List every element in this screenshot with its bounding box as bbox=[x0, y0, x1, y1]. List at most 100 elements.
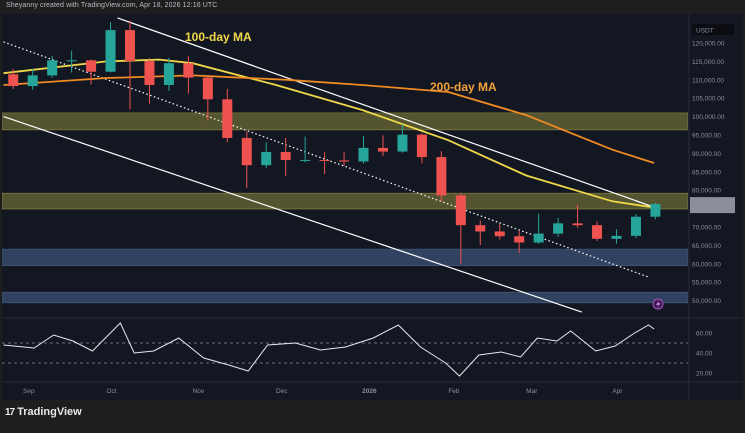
candle bbox=[8, 68, 19, 90]
candle-body bbox=[8, 74, 19, 87]
time-tick-label: Dec bbox=[276, 388, 288, 395]
candle bbox=[163, 57, 174, 91]
demand-zone bbox=[2, 248, 688, 266]
tradingview-logo-text: TradingView bbox=[17, 406, 82, 418]
price-tick-label: 110,000.00 bbox=[692, 77, 724, 84]
channel-trendline bbox=[117, 17, 655, 208]
candle bbox=[300, 136, 311, 163]
currency-box bbox=[692, 24, 734, 35]
candle bbox=[27, 68, 38, 90]
demand-zone bbox=[2, 291, 688, 304]
candle-body bbox=[475, 225, 486, 232]
price-tick-label: 80,000.00 bbox=[692, 188, 721, 195]
ma200-line bbox=[3, 74, 655, 164]
candle-body bbox=[514, 236, 525, 243]
candle-body bbox=[280, 151, 291, 161]
candle bbox=[436, 151, 447, 202]
candle-body bbox=[650, 204, 661, 217]
price-tick-label: 115,000.00 bbox=[692, 59, 724, 66]
candle bbox=[650, 202, 661, 220]
candle-body bbox=[572, 223, 583, 226]
candle-body bbox=[436, 157, 447, 196]
candle bbox=[630, 214, 641, 239]
candle-body bbox=[125, 30, 135, 62]
price-chart[interactable]: 100-day MA 200-day MA USDT 120,000.00 115,00… bbox=[2, 14, 743, 400]
candle bbox=[66, 50, 77, 73]
candle bbox=[319, 152, 330, 175]
price-tick-label: 85,000.00 bbox=[692, 169, 721, 176]
price-tick-label: 100,000.00 bbox=[692, 114, 725, 121]
candle bbox=[105, 22, 116, 73]
time-tick-label: Oct bbox=[106, 388, 116, 395]
price-tick-label: 120,000.00 bbox=[692, 41, 725, 48]
candle bbox=[202, 76, 213, 121]
time-tick-label: Mar bbox=[526, 388, 538, 395]
candle-body bbox=[592, 225, 603, 239]
tradingview-logo-mark: 17 bbox=[5, 406, 15, 418]
ma100-line bbox=[3, 58, 655, 209]
rsi-tick-label: 40.00 bbox=[696, 351, 713, 358]
candle-body bbox=[339, 160, 350, 162]
candle-body bbox=[86, 60, 97, 72]
last-price: 76,228.79 bbox=[692, 200, 721, 207]
chart-pane[interactable]: 100-day MA 200-day MA USDT 120,000.00 115,00… bbox=[2, 14, 743, 400]
tradingview-logo[interactable]: 17 TradingView bbox=[5, 406, 82, 418]
rsi-line bbox=[3, 322, 655, 377]
price-tick-label: 55,000.00 bbox=[692, 280, 721, 287]
candle bbox=[592, 221, 603, 242]
candle bbox=[86, 59, 97, 85]
candle bbox=[377, 135, 388, 156]
time-tick-label: Apr bbox=[612, 388, 623, 395]
candle bbox=[397, 124, 408, 153]
candle-body bbox=[533, 233, 544, 243]
price-tick-label: 90,000.00 bbox=[692, 151, 721, 158]
time-tick-label: Nov bbox=[193, 388, 205, 395]
candle bbox=[494, 223, 505, 240]
candle-body bbox=[630, 216, 641, 236]
candle-body bbox=[397, 134, 408, 152]
ma200-label: 200-day MA bbox=[430, 80, 497, 94]
candle bbox=[339, 151, 350, 166]
bar-countdown: 11:44:31 bbox=[692, 206, 717, 213]
candle-body bbox=[377, 147, 388, 152]
time-tick-label: Sep bbox=[23, 388, 35, 395]
candle bbox=[572, 204, 583, 228]
candle bbox=[241, 131, 252, 189]
candle-body bbox=[241, 137, 252, 166]
candle bbox=[416, 133, 427, 164]
candle-body bbox=[163, 63, 174, 85]
currency-label: USDT bbox=[696, 28, 714, 35]
ma100-label: 100-day MA bbox=[185, 30, 252, 44]
candle bbox=[553, 217, 564, 237]
last-price-tag bbox=[690, 197, 735, 214]
time-tick-label: 2026 bbox=[362, 388, 377, 395]
supply-zone bbox=[2, 112, 688, 131]
candle bbox=[144, 58, 155, 104]
price-tick-label: 95,000.00 bbox=[692, 133, 721, 140]
candle-body bbox=[553, 223, 564, 234]
chart-credit: Sheyanny created with TradingView.com, A… bbox=[6, 2, 218, 9]
price-plot bbox=[2, 17, 688, 313]
channel-trendline bbox=[3, 116, 582, 313]
price-tick-label: 60,000.00 bbox=[692, 261, 721, 268]
candle-body bbox=[202, 77, 213, 100]
time-tick-label: Feb bbox=[448, 388, 460, 395]
candle-body bbox=[261, 151, 272, 166]
candle bbox=[222, 89, 233, 143]
lightning-icon bbox=[652, 298, 664, 310]
candle-body bbox=[47, 60, 58, 76]
candle-body bbox=[105, 30, 116, 72]
price-tick-label: 65,000.00 bbox=[692, 243, 721, 250]
rsi-tick-label: 20.00 bbox=[696, 371, 713, 378]
candle bbox=[47, 55, 58, 78]
candle bbox=[358, 135, 369, 164]
candle-body bbox=[455, 195, 466, 226]
candle bbox=[280, 137, 291, 177]
candle bbox=[533, 213, 544, 244]
supply-zone bbox=[2, 192, 688, 210]
candle bbox=[514, 230, 525, 253]
channel-midline bbox=[3, 41, 649, 278]
candle-body bbox=[27, 75, 38, 87]
candle-body bbox=[144, 61, 155, 85]
lightning-icon-bolt bbox=[656, 300, 661, 309]
